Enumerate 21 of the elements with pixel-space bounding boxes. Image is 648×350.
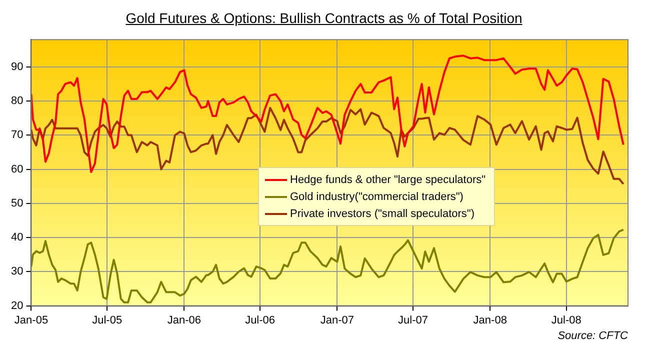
x-tick-label: Jan-05	[14, 314, 48, 326]
y-tick-label: 70	[10, 129, 24, 142]
y-tick-label: 20	[10, 300, 24, 312]
legend-label: Gold industry("commercial traders")	[290, 190, 464, 203]
x-tick-label: Jan-06	[167, 314, 202, 326]
y-tick-label: 90	[10, 60, 24, 73]
y-tick-label: 40	[10, 232, 24, 244]
y-tick-label: 80	[10, 95, 24, 108]
x-tick-label: Jul-06	[245, 314, 276, 326]
y-tick-label: 60	[10, 163, 24, 176]
chart-title: Gold Futures & Options: Bullish Contracts as % of Total Position	[124, 9, 524, 28]
x-tick-label: Jan-08	[473, 314, 507, 326]
x-tick-label: Jul-07	[398, 314, 428, 326]
source-note: Source: CFTC	[556, 330, 629, 342]
x-tick-label: Jul-05	[92, 314, 122, 326]
y-tick-label: 50	[10, 197, 24, 210]
x-tick-label: Jul-08	[551, 314, 582, 326]
y-tick-label: 30	[10, 266, 24, 278]
x-tick-label: Jan-07	[320, 314, 354, 326]
legend-label: Hedge funds & other "large speculators"	[290, 174, 486, 186]
legend-label: Private investors ("small speculators")	[290, 208, 474, 220]
